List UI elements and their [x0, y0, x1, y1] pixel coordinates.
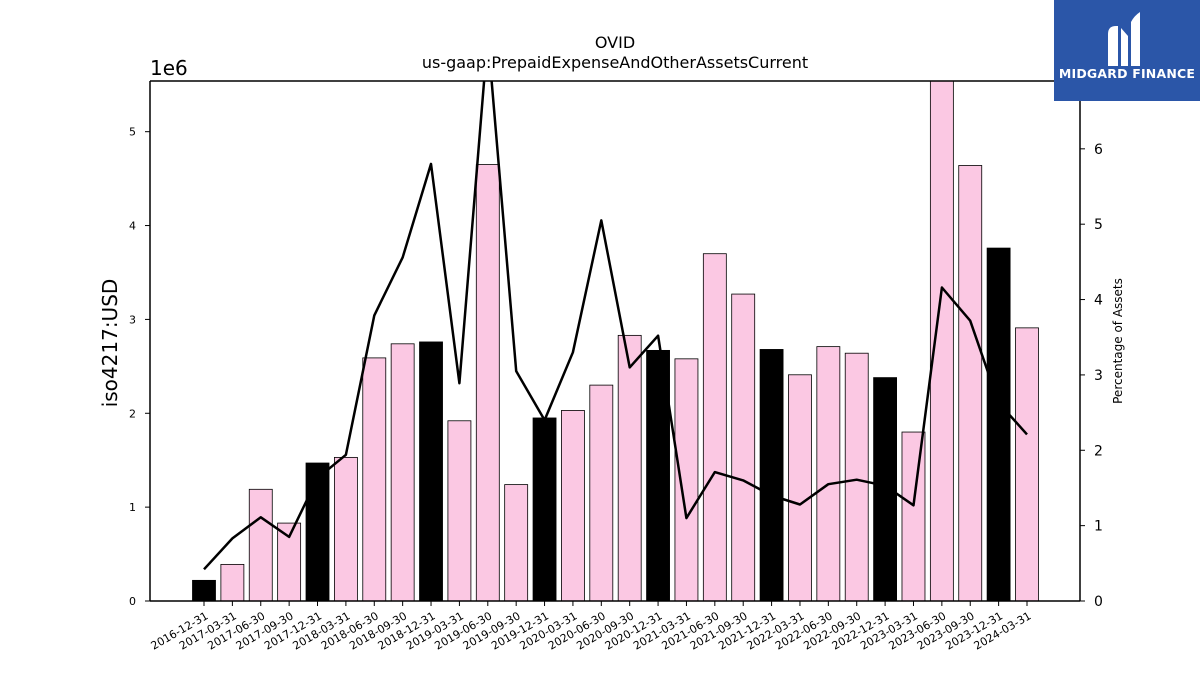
bar-2016-12-31: [192, 579, 216, 602]
bar-2022-12-31: [873, 377, 898, 602]
bar-2021-03-31: [674, 358, 699, 602]
chart-subtitle: us-gaap:PrepaidExpenseAndOtherAssetsCurr…: [422, 53, 808, 72]
bar-2018-12-31: [419, 341, 443, 602]
bar-2022-09-30: [844, 352, 869, 602]
y-axis-label: iso4217:USD: [98, 279, 122, 408]
bar-2021-09-30: [731, 293, 756, 602]
y-tick-label: 2: [129, 407, 136, 420]
bar-2020-09-30: [617, 334, 642, 602]
percentage-line: [203, 81, 1028, 571]
bar-2022-03-31: [788, 374, 812, 602]
bar-2018-06-30: [362, 357, 387, 602]
logo-mark-icon: [1108, 12, 1140, 66]
y2-tick-label: 4: [1094, 293, 1103, 309]
bar-2017-12-31: [305, 462, 330, 602]
y2-tick-label: 6: [1094, 142, 1103, 158]
bar-2019-12-31: [532, 417, 557, 602]
bar-2017-03-31: [220, 563, 245, 602]
y2-tick-label: 0: [1094, 594, 1103, 610]
bar-2020-06-30: [589, 384, 614, 602]
y2-tick-label: 1: [1094, 519, 1103, 535]
brand-logo: MIDGARD FINANCE: [1054, 0, 1200, 101]
bar-2019-06-30: [475, 164, 500, 602]
bar-2021-12-31: [759, 349, 784, 602]
line-series: [203, 81, 1028, 571]
bar-2020-03-31: [561, 410, 585, 602]
bar-2019-09-30: [504, 484, 529, 602]
bar-2023-03-31: [901, 431, 926, 602]
logo-text: MIDGARD FINANCE: [1058, 66, 1196, 81]
y2-axis-label: Percentage of Assets: [1111, 278, 1125, 404]
y-tick-label: 0: [129, 595, 136, 608]
bar-2017-06-30: [248, 488, 273, 602]
bar-2019-03-31: [447, 420, 472, 602]
bar-2023-12-31: [986, 247, 1011, 602]
y2-tick-label: 3: [1094, 368, 1103, 384]
y-tick-label: 4: [129, 220, 136, 233]
y-offset-label: 1e6: [150, 56, 188, 80]
bar-2018-03-31: [333, 456, 358, 602]
bar-2024-03-31: [1015, 327, 1039, 602]
y-tick-label: 1: [129, 501, 136, 514]
y2-tick-label: 2: [1094, 443, 1103, 459]
y-tick-label: 5: [129, 126, 136, 139]
bar-series: [192, 80, 1039, 602]
chart-title: OVID: [595, 33, 635, 52]
bar-2023-09-30: [958, 165, 983, 602]
bar-2018-09-30: [390, 343, 415, 602]
y-tick-label: 3: [129, 313, 136, 326]
bar-2022-06-30: [816, 346, 841, 602]
axes: 01234501234562016-12-312017-03-312017-06…: [129, 80, 1103, 653]
y2-tick-label: 5: [1094, 217, 1103, 233]
bar-2021-06-30: [702, 253, 727, 602]
